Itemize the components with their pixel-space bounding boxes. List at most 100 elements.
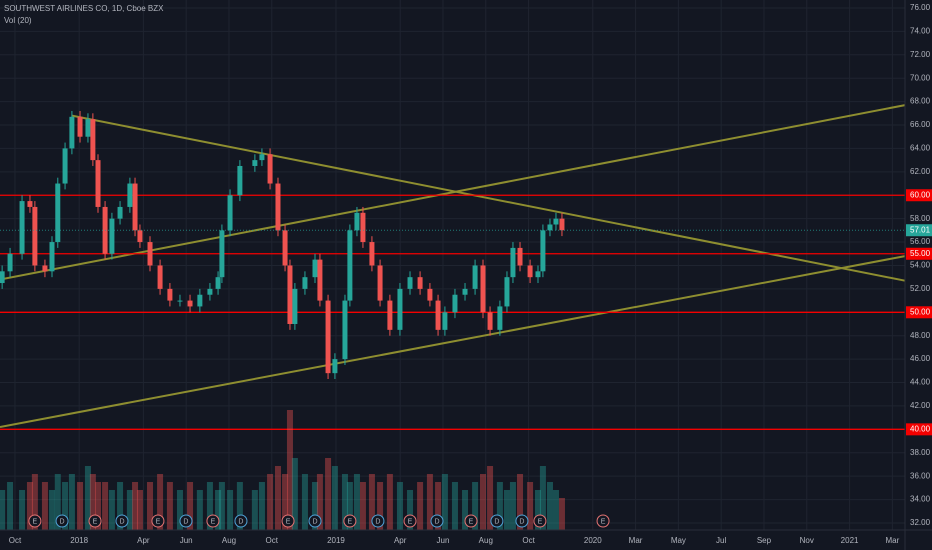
- candle-body: [407, 277, 413, 289]
- volume-bar: [353, 474, 360, 530]
- event-marker[interactable]: [533, 514, 547, 528]
- event-label: D: [494, 518, 499, 525]
- event-marker[interactable]: [281, 514, 295, 528]
- volume-bar: [368, 474, 375, 530]
- y-tick-label: 66.00: [910, 120, 931, 129]
- candle-body: [540, 230, 546, 272]
- volume-bar: [435, 482, 442, 530]
- volume-bar: [509, 482, 516, 530]
- candle-body: [292, 288, 298, 324]
- y-tick-label: 76.00: [910, 3, 931, 12]
- event-marker[interactable]: [179, 514, 193, 528]
- event-marker[interactable]: [403, 514, 417, 528]
- event-marker[interactable]: [151, 514, 165, 528]
- volume-bar: [267, 474, 274, 530]
- event-label: E: [601, 518, 606, 525]
- event-label: E: [469, 518, 474, 525]
- candle-body: [49, 242, 55, 272]
- candle-body: [95, 160, 101, 207]
- candle-body: [317, 259, 323, 301]
- event-label: E: [408, 518, 413, 525]
- event-marker[interactable]: [55, 514, 69, 528]
- candle-body: [369, 242, 375, 266]
- candle-body: [197, 294, 203, 307]
- volume-bar: [558, 498, 565, 530]
- volume-bar: [227, 490, 234, 530]
- x-tick-label: Jun: [180, 536, 193, 545]
- volume-bar: [95, 482, 102, 530]
- candle-body: [442, 312, 448, 330]
- volume-bar: [54, 474, 61, 530]
- volume-bar: [527, 482, 534, 530]
- candle-body: [147, 242, 153, 266]
- candle-body: [347, 230, 353, 301]
- candle-body: [312, 259, 318, 278]
- candle-body: [32, 206, 38, 266]
- event-label: E: [348, 518, 353, 525]
- y-tick-label: 36.00: [910, 471, 931, 480]
- event-marker[interactable]: [88, 514, 102, 528]
- y-tick-label: 74.00: [910, 26, 931, 35]
- volume-bar: [274, 466, 281, 530]
- candle-body: [27, 201, 33, 207]
- last-price-bg: [906, 224, 932, 237]
- volume-bar: [132, 482, 139, 530]
- event-marker[interactable]: [343, 514, 357, 528]
- volume-bar: [215, 490, 222, 530]
- event-marker[interactable]: [464, 514, 478, 528]
- event-marker[interactable]: [596, 514, 610, 528]
- candle-body: [275, 183, 281, 231]
- volume-bar: [462, 490, 469, 530]
- event-label: D: [238, 518, 243, 525]
- volume-bar: [346, 482, 353, 530]
- event-marker[interactable]: [206, 514, 220, 528]
- volume-bar: [487, 466, 494, 530]
- event-marker[interactable]: [234, 514, 248, 528]
- volume-bar: [534, 490, 541, 530]
- event-marker[interactable]: [28, 514, 42, 528]
- candle-body: [497, 306, 503, 330]
- volume-bar: [77, 482, 84, 530]
- candle-body: [237, 165, 243, 196]
- level-label-bg: [906, 247, 932, 260]
- volume-bar: [291, 458, 298, 530]
- event-label: E: [93, 518, 98, 525]
- event-marker[interactable]: [371, 514, 385, 528]
- x-tick-label: Mar: [629, 536, 643, 545]
- candle-body: [42, 265, 48, 272]
- y-tick-label: 32.00: [910, 518, 931, 527]
- volume-bar: [236, 482, 243, 530]
- event-label: E: [156, 518, 161, 525]
- volume-bar: [89, 474, 96, 530]
- candle-body: [504, 277, 510, 307]
- volume-bar: [479, 474, 486, 530]
- candle-body: [302, 277, 308, 289]
- event-marker[interactable]: [115, 514, 129, 528]
- candle-body: [62, 148, 68, 184]
- event-label: D: [312, 518, 317, 525]
- level-label-bg: [906, 423, 932, 436]
- candle-body: [527, 265, 533, 278]
- candle-body: [19, 201, 25, 254]
- candle-body: [252, 160, 258, 166]
- candle-body: [342, 300, 348, 360]
- event-marker[interactable]: [430, 514, 444, 528]
- volume-bar: [539, 466, 546, 530]
- volume-bar: [286, 410, 293, 530]
- volume-bar: [546, 482, 553, 530]
- y-tick-label: 62.00: [910, 167, 931, 176]
- x-tick-label: Nov: [800, 536, 814, 545]
- candle-body: [187, 300, 193, 307]
- event-label: D: [434, 518, 439, 525]
- y-tick-label: 72.00: [910, 50, 931, 59]
- candle-body: [207, 288, 213, 295]
- event-label: D: [60, 518, 65, 525]
- event-marker[interactable]: [308, 514, 322, 528]
- candle-body: [267, 154, 273, 184]
- event-marker[interactable]: [490, 514, 504, 528]
- x-tick-label: Mar: [885, 536, 899, 545]
- x-tick-label: Jun: [437, 536, 450, 545]
- event-marker[interactable]: [515, 514, 529, 528]
- y-tick-label: 46.00: [910, 354, 931, 363]
